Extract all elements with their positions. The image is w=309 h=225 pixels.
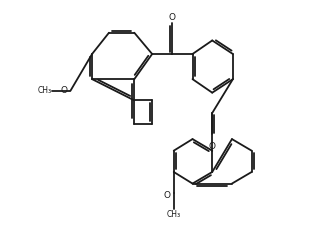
- Text: O: O: [209, 142, 216, 151]
- Text: CH₃: CH₃: [38, 86, 52, 95]
- Text: O: O: [168, 13, 176, 22]
- Text: O: O: [60, 86, 67, 95]
- Text: O: O: [164, 191, 171, 200]
- Text: CH₃: CH₃: [167, 210, 181, 219]
